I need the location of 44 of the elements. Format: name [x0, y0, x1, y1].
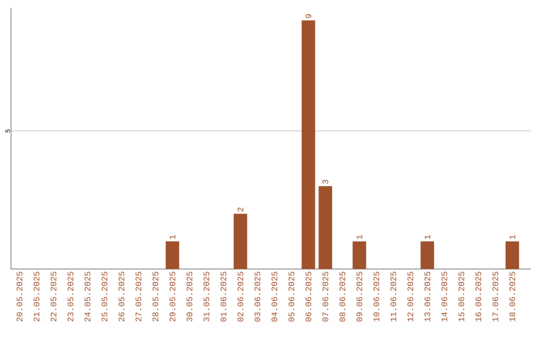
x-tick-label: 26.05.2025 — [118, 272, 124, 322]
bar — [420, 241, 434, 269]
x-tick-label: 22.05.2025 — [50, 272, 56, 322]
x-tick-label: 09.06.2025 — [356, 272, 362, 322]
bar — [302, 20, 316, 269]
x-tick-label: 18.06.2025 — [509, 272, 516, 322]
x-tick-label: 25.05.2025 — [102, 272, 108, 322]
x-tick-label: 27.05.2025 — [136, 272, 142, 322]
x-tick-label: 08.06.2025 — [340, 272, 346, 322]
data-label: 1 — [424, 235, 430, 240]
bar — [318, 186, 332, 269]
bar — [234, 214, 248, 269]
data-label: 1 — [356, 235, 362, 240]
x-tick-label: 23.05.2025 — [68, 272, 74, 322]
data-label: 1 — [510, 235, 516, 240]
x-tick-label: 04.06.2025 — [272, 272, 278, 322]
x-tick-label: 05.06.2025 — [288, 272, 294, 322]
x-tick-label: 11.06.2025 — [390, 272, 396, 322]
data-label: 1 — [170, 235, 176, 240]
x-tick-label: 03.06.2025 — [254, 272, 260, 322]
x-tick-label: 02.06.2025 — [238, 272, 244, 322]
data-label: 2 — [238, 208, 244, 212]
x-tick-label: 31.05.2025 — [204, 272, 210, 322]
x-tick-label: 14.06.2025 — [441, 272, 448, 322]
x-tick-label: 16.06.2025 — [475, 272, 482, 322]
x-tick-label: 10.06.2025 — [373, 272, 380, 322]
bar — [352, 241, 366, 269]
data-label: 3 — [322, 180, 328, 184]
x-tick-label: 13.06.2025 — [424, 272, 430, 322]
x-tick-label: 17.06.2025 — [492, 272, 498, 322]
x-tick-label: 29.05.2025 — [170, 272, 176, 322]
x-tick-label: 28.05.2025 — [152, 272, 158, 322]
x-tick-label: 20.05.2025 — [16, 272, 22, 322]
x-tick-label: 21.05.2025 — [34, 272, 40, 322]
x-tick-label: 30.05.2025 — [186, 272, 192, 322]
bar — [166, 241, 180, 269]
x-tick-label: 01.06.2025 — [220, 272, 226, 322]
data-label: 9 — [306, 14, 312, 18]
x-tick-label: 15.06.2025 — [458, 272, 464, 322]
x-tick-label: 06.06.2025 — [306, 272, 312, 322]
bar — [506, 241, 520, 269]
x-tick-label: 12.06.2025 — [407, 272, 414, 322]
x-tick-label: 24.05.2025 — [84, 272, 90, 322]
x-tick-label: 07.06.2025 — [322, 272, 328, 322]
